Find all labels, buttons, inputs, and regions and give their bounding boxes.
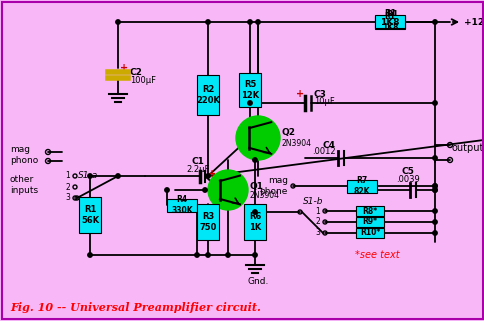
Text: 3: 3 — [315, 229, 319, 238]
Text: R9*: R9* — [362, 218, 377, 227]
Text: .0039: .0039 — [395, 175, 419, 184]
Text: +: + — [208, 169, 216, 179]
Text: R8*: R8* — [362, 206, 377, 215]
Text: +: + — [120, 63, 128, 73]
Text: Gnd.: Gnd. — [247, 277, 268, 286]
Text: mag
phono: mag phono — [10, 145, 38, 165]
Circle shape — [432, 220, 436, 224]
Text: Fig. 10 -- Universal Preamplifier circuit.: Fig. 10 -- Universal Preamplifier circui… — [10, 302, 260, 314]
Text: C4: C4 — [322, 141, 335, 150]
Text: 2: 2 — [315, 218, 319, 227]
Text: S1-a: S1-a — [78, 170, 98, 179]
Circle shape — [226, 253, 230, 257]
Circle shape — [236, 116, 279, 160]
Bar — [243, 204, 265, 240]
Circle shape — [432, 184, 436, 188]
Text: output: output — [451, 143, 484, 153]
Circle shape — [432, 156, 436, 160]
Text: C5: C5 — [401, 168, 414, 177]
Text: 1: 1 — [65, 171, 70, 180]
Bar — [374, 15, 404, 29]
Text: Q1: Q1 — [249, 181, 263, 190]
Bar — [197, 204, 219, 240]
Text: R6
1K: R6 1K — [248, 212, 261, 232]
Circle shape — [252, 253, 257, 257]
Text: .0012: .0012 — [312, 148, 335, 157]
Bar — [197, 75, 219, 115]
Text: R4
330K: R4 330K — [171, 195, 193, 215]
Text: R1: R1 — [385, 10, 397, 19]
Text: S1-b: S1-b — [302, 197, 323, 206]
Bar — [239, 73, 260, 107]
Circle shape — [195, 253, 199, 257]
Text: C1: C1 — [191, 158, 204, 167]
Circle shape — [116, 174, 120, 178]
Circle shape — [205, 174, 210, 178]
Circle shape — [208, 170, 247, 210]
Circle shape — [88, 253, 92, 257]
Text: R2
220K: R2 220K — [196, 85, 219, 105]
Text: R1
56K: R1 56K — [81, 205, 99, 225]
Text: 1K8: 1K8 — [379, 18, 399, 27]
Circle shape — [252, 210, 257, 214]
Text: R5
12K: R5 12K — [241, 80, 258, 100]
Text: *see text: *see text — [354, 250, 399, 260]
Circle shape — [116, 20, 120, 24]
Bar — [166, 198, 197, 212]
Circle shape — [432, 184, 436, 188]
Text: 2N3904: 2N3904 — [281, 138, 311, 148]
Circle shape — [432, 188, 436, 192]
Bar — [355, 228, 383, 238]
Text: 2.2µF: 2.2µF — [186, 164, 209, 173]
Text: R1: R1 — [383, 8, 395, 18]
Text: other
inputs: other inputs — [10, 175, 38, 195]
Text: Q2: Q2 — [281, 128, 295, 137]
Text: 3: 3 — [65, 194, 70, 203]
Circle shape — [432, 231, 436, 235]
Text: C2: C2 — [130, 67, 143, 76]
Bar — [79, 197, 101, 233]
Text: R3
750: R3 750 — [199, 212, 216, 232]
Circle shape — [252, 158, 257, 162]
Circle shape — [205, 253, 210, 257]
Circle shape — [432, 20, 436, 24]
Text: R1
1K8: R1 1K8 — [381, 12, 397, 32]
Text: 100µF: 100µF — [130, 75, 156, 84]
Text: +: + — [295, 89, 303, 99]
Bar — [355, 217, 383, 227]
Circle shape — [432, 209, 436, 213]
Circle shape — [432, 101, 436, 105]
Circle shape — [247, 101, 252, 105]
Text: R10*: R10* — [359, 229, 379, 238]
Text: 1: 1 — [315, 206, 319, 215]
Text: 2N3904: 2N3904 — [249, 190, 279, 199]
Circle shape — [165, 188, 169, 192]
Text: C3: C3 — [313, 90, 326, 99]
Circle shape — [88, 174, 92, 178]
Text: mag
phone: mag phone — [259, 176, 287, 196]
Circle shape — [432, 188, 436, 192]
Circle shape — [202, 188, 207, 192]
Bar — [355, 206, 383, 216]
Circle shape — [247, 20, 252, 24]
Text: R7
82K: R7 82K — [353, 176, 369, 196]
Text: 2: 2 — [65, 183, 70, 192]
Bar — [346, 179, 376, 193]
Bar — [374, 15, 404, 28]
Text: 10µF: 10µF — [313, 97, 334, 106]
Text: +12V to +22V: +12V to +22V — [463, 18, 484, 27]
Circle shape — [205, 20, 210, 24]
Circle shape — [255, 20, 259, 24]
